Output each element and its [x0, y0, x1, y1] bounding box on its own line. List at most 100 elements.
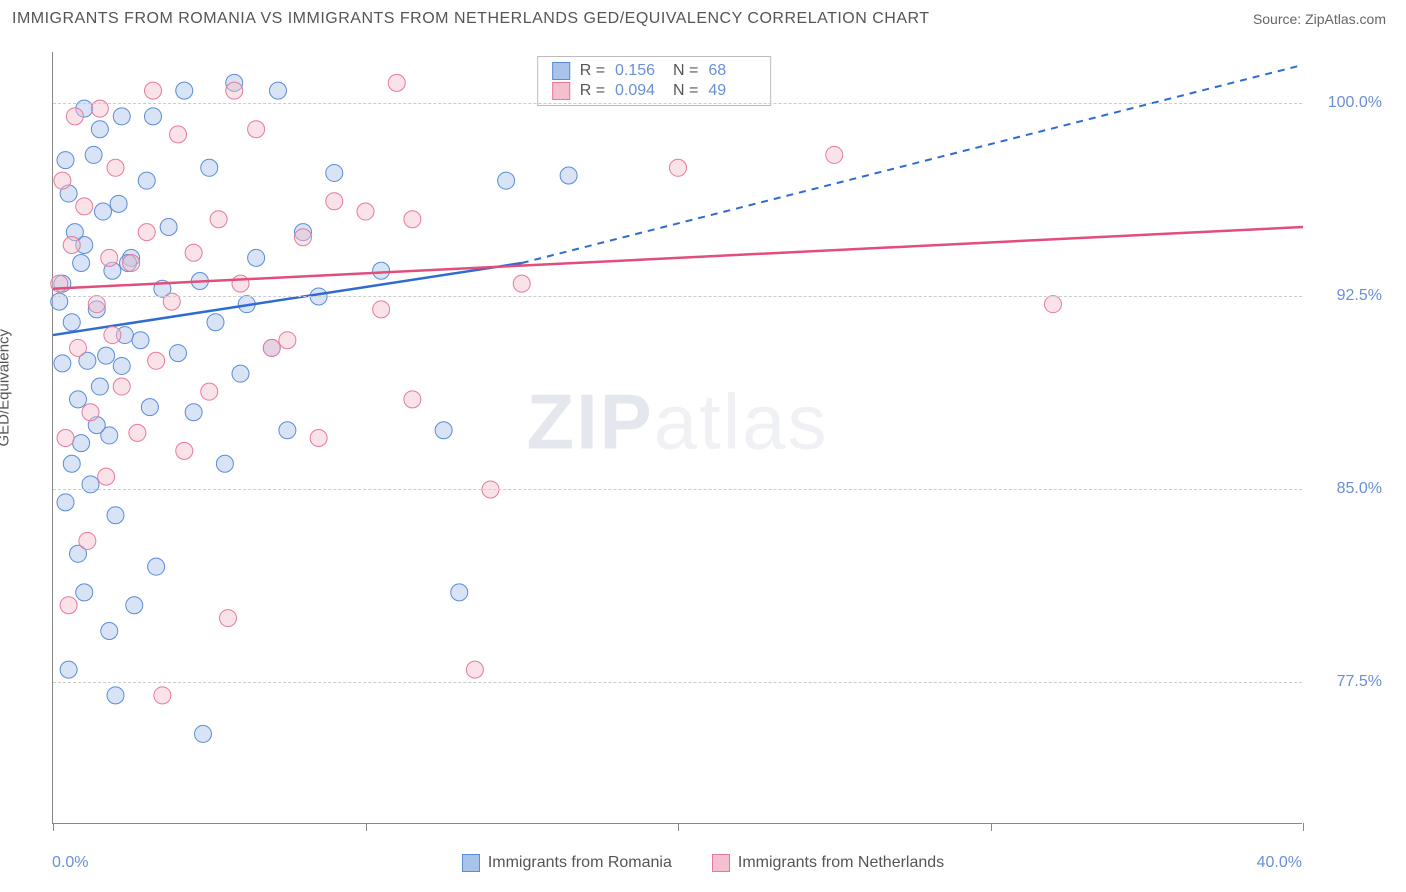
scatter-point — [176, 442, 193, 459]
r-value: 0.094 — [615, 82, 663, 100]
chart-title: IMMIGRANTS FROM ROMANIA VS IMMIGRANTS FR… — [12, 10, 930, 28]
y-tick-label: 85.0% — [1312, 480, 1382, 498]
legend-swatch — [552, 62, 570, 80]
scatter-point — [126, 597, 143, 614]
n-label: N = — [673, 62, 698, 80]
scatter-point — [160, 218, 177, 235]
scatter-point — [279, 422, 296, 439]
chart-container: GED/Equivalency ZIPatlas R =0.156N =68R … — [12, 38, 1394, 878]
r-label: R = — [580, 82, 605, 100]
scatter-point — [104, 327, 121, 344]
scatter-point — [101, 623, 118, 640]
scatter-point — [232, 365, 249, 382]
scatter-point — [63, 314, 80, 331]
y-tick-label: 77.5% — [1312, 673, 1382, 691]
scatter-point — [195, 725, 212, 742]
scatter-point — [404, 391, 421, 408]
scatter-point — [138, 172, 155, 189]
legend-label: Immigrants from Romania — [488, 854, 672, 872]
scatter-point — [1045, 296, 1062, 313]
scatter-point — [185, 404, 202, 421]
scatter-point — [148, 352, 165, 369]
scatter-point — [70, 339, 87, 356]
scatter-point — [326, 164, 343, 181]
scatter-point — [60, 661, 77, 678]
scatter-point — [101, 249, 118, 266]
legend-item: Immigrants from Romania — [462, 854, 672, 872]
legend-label: Immigrants from Netherlands — [738, 854, 944, 872]
scatter-point — [82, 404, 99, 421]
scatter-point — [57, 430, 74, 447]
scatter-point — [466, 661, 483, 678]
scatter-point — [110, 195, 127, 212]
n-value: 49 — [708, 82, 756, 100]
scatter-point — [60, 597, 77, 614]
scatter-point — [113, 378, 130, 395]
source-label: Source: ZipAtlas.com — [1253, 11, 1386, 27]
scatter-point — [373, 262, 390, 279]
scatter-point — [435, 422, 452, 439]
scatter-point — [826, 146, 843, 163]
correlation-legend: R =0.156N =68R =0.094N =49 — [537, 56, 772, 106]
scatter-point — [63, 455, 80, 472]
scatter-point — [513, 275, 530, 292]
scatter-point — [63, 237, 80, 254]
scatter-point — [98, 468, 115, 485]
correlation-legend-row: R =0.156N =68 — [552, 61, 757, 81]
x-tick — [991, 823, 992, 831]
gridline-h — [53, 489, 1302, 490]
gridline-h — [53, 103, 1302, 104]
bottom-legend: Immigrants from Romania Immigrants from N… — [12, 854, 1394, 872]
scatter-point — [123, 255, 140, 272]
x-tick — [53, 823, 54, 831]
x-tick — [1303, 823, 1304, 831]
scatter-point — [232, 275, 249, 292]
scatter-point — [95, 203, 112, 220]
gridline-h — [53, 682, 1302, 683]
scatter-point — [170, 126, 187, 143]
scatter-point — [248, 121, 265, 138]
scatter-point — [85, 146, 102, 163]
scatter-point — [73, 255, 90, 272]
legend-item: Immigrants from Netherlands — [712, 854, 944, 872]
scatter-point — [404, 211, 421, 228]
scatter-point — [248, 249, 265, 266]
y-tick-label: 92.5% — [1312, 287, 1382, 305]
r-value: 0.156 — [615, 62, 663, 80]
gridline-h — [53, 296, 1302, 297]
scatter-point — [220, 610, 237, 627]
scatter-svg — [53, 52, 1302, 823]
scatter-point — [201, 383, 218, 400]
scatter-point — [138, 224, 155, 241]
legend-swatch — [712, 854, 730, 872]
scatter-point — [73, 435, 90, 452]
scatter-point — [357, 203, 374, 220]
scatter-point — [670, 159, 687, 176]
x-tick — [366, 823, 367, 831]
scatter-point — [113, 357, 130, 374]
scatter-point — [201, 159, 218, 176]
scatter-point — [66, 108, 83, 125]
trend-line — [53, 227, 1303, 289]
scatter-point — [154, 687, 171, 704]
scatter-point — [79, 532, 96, 549]
scatter-point — [185, 244, 202, 261]
scatter-point — [132, 332, 149, 349]
title-bar: IMMIGRANTS FROM ROMANIA VS IMMIGRANTS FR… — [0, 0, 1406, 36]
scatter-point — [76, 584, 93, 601]
scatter-point — [216, 455, 233, 472]
scatter-point — [107, 507, 124, 524]
scatter-point — [98, 347, 115, 364]
scatter-point — [326, 193, 343, 210]
trend-line — [53, 263, 522, 335]
scatter-point — [170, 345, 187, 362]
scatter-point — [113, 108, 130, 125]
scatter-point — [54, 355, 71, 372]
y-axis-label: GED/Equivalency — [0, 329, 13, 447]
plot-area: ZIPatlas R =0.156N =68R =0.094N =49 77.5… — [52, 52, 1302, 824]
scatter-point — [210, 211, 227, 228]
scatter-point — [107, 159, 124, 176]
scatter-point — [176, 82, 193, 99]
scatter-point — [263, 339, 280, 356]
scatter-point — [54, 172, 71, 189]
